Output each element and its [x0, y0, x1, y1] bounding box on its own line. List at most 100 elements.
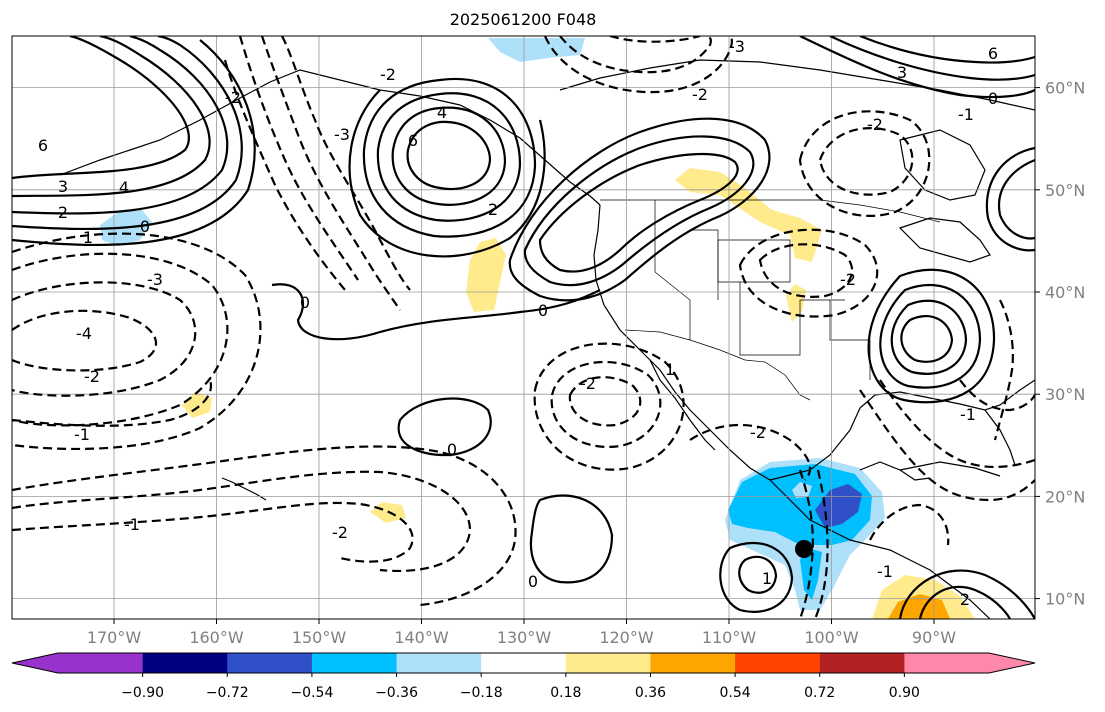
political-borders [600, 199, 941, 401]
colorbar-segment [565, 653, 651, 673]
coast-great-lakes [898, 217, 991, 263]
clabel-pos: 1 [83, 228, 93, 247]
colorbar-segment [481, 653, 567, 673]
contour-coast-ridge-2 [523, 135, 755, 287]
colorbar-segment [142, 653, 228, 673]
contour-gulf-high-4 [362, 77, 537, 238]
lon-label: 140°W [394, 628, 449, 647]
contour-gulf-2 [879, 379, 1035, 468]
clabel-neg: -1 [958, 105, 974, 124]
colorbar-segment [58, 653, 144, 673]
contour-gulf-trough-3 [238, 36, 359, 281]
clabel-neg: -3 [729, 37, 745, 56]
map-panel: 6 4 3 2 1 0 0 0 0 0 6 4 2 6 3 0 1 1 2 -2 [11, 35, 1085, 647]
coast-baja [649, 359, 716, 451]
shade-orange-se-corner [888, 594, 950, 619]
lat-label: 40°N [1045, 283, 1085, 302]
contour-pacific-trough-1 [12, 470, 472, 572]
clabel-pos: 6 [988, 44, 998, 63]
border-state-3 [739, 282, 845, 356]
lon-label: 150°W [292, 628, 347, 647]
coast-cuba [899, 461, 1001, 477]
clabel-pos: 0 [300, 293, 310, 312]
clabel-neg: -2 [380, 65, 396, 84]
clabel-pos: 0 [988, 89, 998, 108]
lon-label: 100°W [804, 628, 859, 647]
contour-alaska-low-2 [543, 36, 733, 94]
colorbar-segment [311, 653, 398, 673]
contour-canada-low-1 [818, 127, 914, 196]
clabel-neg: -2 [750, 423, 766, 442]
colorbar-tick-label: −0.54 [290, 685, 333, 701]
contour-east-edge-dash [993, 299, 1014, 441]
colorbar-tick-label: 0.90 [889, 685, 920, 701]
colorbar-segment [227, 653, 313, 673]
clabel-pos: 2 [488, 200, 498, 219]
colorbar-tick-labels: −0.90 −0.72 −0.54 −0.36 −0.18 0.18 0.36 … [121, 685, 920, 701]
clabel-neg: -1 [960, 405, 976, 424]
clabel-pos: 3 [897, 63, 907, 82]
contour-nw-high-3 [12, 36, 229, 215]
colorbar-tick-label: −0.90 [121, 685, 164, 701]
clabel-pos: 4 [119, 178, 129, 197]
clabel-pos: 3 [58, 177, 68, 196]
coast-florida [984, 409, 1016, 466]
axis-ticks [113, 87, 1040, 624]
clabel-neg: -1 [877, 562, 893, 581]
contour-east-high-1 [900, 315, 954, 363]
shade-negative-mexico-light-patch [792, 482, 812, 498]
contour-gulf-high-2 [391, 106, 507, 206]
colorbar-extend-high [989, 653, 1035, 673]
contour-ne-ridge-2 [829, 36, 1035, 81]
contour-baja-low-1 [568, 376, 642, 427]
graticule [12, 36, 1035, 619]
contour-east-edge-1 [997, 158, 1035, 240]
colorbar-outline [11, 652, 1036, 674]
contour-subtrop-0b [529, 494, 614, 584]
contour-mexico-low-1 [738, 555, 778, 594]
contour-labels: 6 4 3 2 1 0 0 0 0 0 6 4 2 6 3 0 1 1 2 -2 [38, 37, 998, 609]
clabel-neg: -2 [867, 115, 883, 134]
contour-pacific-trough-3 [12, 445, 517, 607]
contour-gulf-trough-1 [281, 36, 411, 291]
contour-nw-high-4 [12, 36, 243, 231]
shaded-fields [100, 38, 975, 619]
latitude-labels: 60°N 50°N 40°N 30°N 20°N 10°N [1045, 79, 1085, 609]
clabel-pos: 6 [408, 131, 418, 150]
lon-label: 110°W [702, 628, 757, 647]
colorbar-segment [819, 653, 905, 673]
contour-gulf-high-1 [406, 120, 492, 191]
contour-canada-low-2 [798, 110, 931, 217]
longitude-labels: 170°W 160°W 150°W 140°W 130°W 120°W 110°… [87, 628, 956, 647]
colorbar-tick-label: 0.36 [635, 685, 666, 701]
colorbar-tick-label: 0.54 [720, 685, 751, 701]
contour-gulf-1 [859, 389, 1035, 502]
clabel-neg: -4 [76, 324, 92, 343]
clabel-neg: -2 [332, 523, 348, 542]
clabel-neg: -1 [124, 515, 140, 534]
contour-plains-low-1 [758, 243, 854, 298]
contour-nw-dashed-3 [609, 36, 701, 43]
clabel-pos: 2 [58, 203, 68, 222]
lon-label: 170°W [87, 628, 142, 647]
contour-zero-main [271, 283, 601, 341]
colorbar-tick-label: −0.36 [375, 685, 418, 701]
shade-negative-gulf-of-alaska [488, 38, 585, 62]
contour-east-high-3 [879, 284, 982, 389]
lon-label: 160°W [189, 628, 244, 647]
border-us-mexico [624, 329, 811, 401]
coast-hudson [899, 129, 986, 201]
lon-label: 90°W [912, 628, 956, 647]
lat-label: 30°N [1045, 385, 1085, 404]
border-state-4 [690, 229, 719, 300]
clabel-pos: 1 [762, 569, 772, 588]
contour-nw-high-1 [12, 36, 190, 180]
contour-ne-ridge-3 [859, 36, 1035, 64]
colorbar-segment [650, 653, 736, 673]
colorbar-tick-label: −0.72 [206, 685, 249, 701]
contours-positive [12, 36, 1035, 619]
lat-label: 20°N [1045, 487, 1085, 506]
contours-negative [12, 36, 1035, 619]
contour-east-trough-1 [959, 379, 1035, 412]
